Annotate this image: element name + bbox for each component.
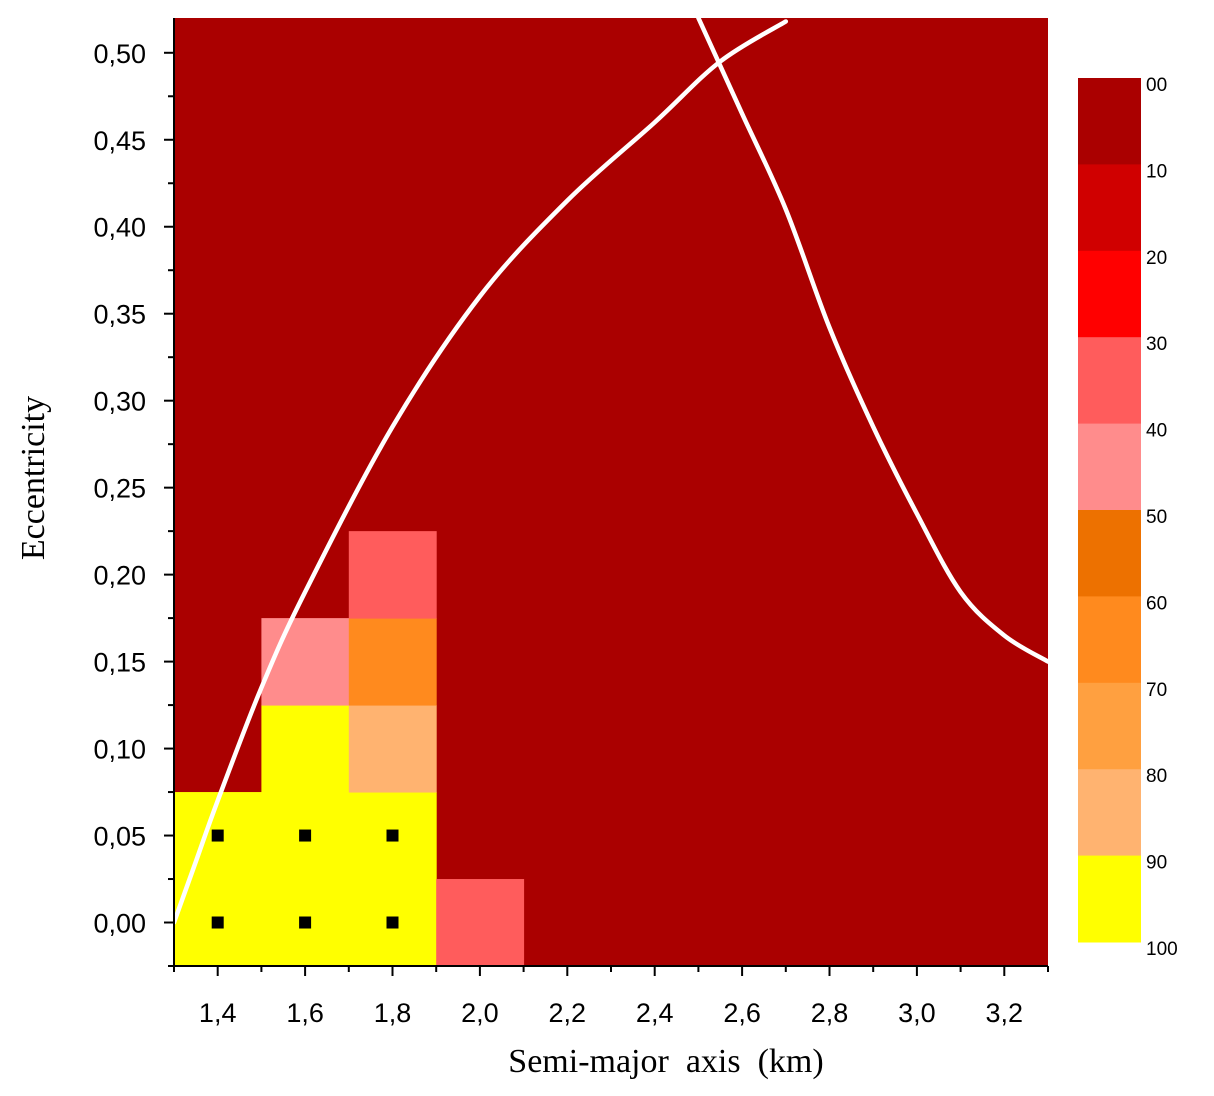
colorbar-segment	[1078, 337, 1141, 425]
x-tick-label: 1,6	[286, 998, 324, 1028]
colorbar-label: 00	[1146, 75, 1167, 96]
colorbar-segment	[1078, 423, 1141, 511]
y-tick-label: 0,25	[93, 474, 146, 504]
x-tick-label: 2,6	[723, 998, 761, 1028]
y-tick-label: 0,35	[93, 300, 146, 330]
data-point-marker	[299, 829, 312, 842]
y-tick-label: 0,45	[93, 126, 146, 156]
colorbar-label: 10	[1146, 161, 1167, 182]
colorbar-segment	[1078, 510, 1141, 597]
colorbar-segment	[1078, 250, 1141, 338]
colorbar-label: 50	[1146, 507, 1167, 528]
colorbar-label: 90	[1146, 853, 1167, 874]
y-tick-label: 0,50	[93, 39, 146, 69]
heatmap-cell	[348, 618, 437, 706]
y-tick-label: 0,10	[93, 735, 146, 765]
heatmap-cell	[261, 618, 350, 706]
axes: 1,4 1,6 1,8 2,0 2,2 2,4 2,6 2,8 3,0 3,2 0,00 0,05 0,…	[93, 18, 1049, 1028]
colorbar-segment	[1078, 78, 1141, 165]
colorbar-label: 30	[1146, 334, 1167, 355]
y-tick-label: 0,00	[93, 909, 146, 939]
data-point-marker	[386, 916, 399, 929]
colorbar-segment	[1078, 769, 1141, 857]
colorbar-label: 40	[1146, 421, 1167, 442]
colorbar: 00 10 20 30 40 50 60 70 80 90 100	[1078, 75, 1178, 960]
colorbar-label: 20	[1146, 248, 1167, 269]
x-tick-label: 2,4	[636, 998, 674, 1028]
heatmap-cell	[348, 531, 437, 619]
x-tick-label: 1,8	[374, 998, 412, 1028]
x-tick-label: 2,2	[549, 998, 587, 1028]
x-tick-label: 2,0	[461, 998, 499, 1028]
colorbar-segment	[1078, 164, 1141, 252]
y-tick-label: 0,20	[93, 561, 146, 591]
boundary-curve	[174, 19, 789, 925]
boundary-curve	[696, 18, 1048, 664]
data-point-marker	[211, 916, 224, 929]
heatmap-cell	[436, 879, 525, 967]
x-tick-label: 3,2	[986, 998, 1024, 1028]
colorbar-label: 70	[1146, 680, 1167, 701]
data-point-marker	[211, 829, 224, 842]
x-tick-label: 1,4	[199, 998, 237, 1028]
x-tick-label: 3,0	[898, 998, 936, 1028]
x-tick-label: 2,8	[811, 998, 849, 1028]
x-axis-title: Semi-major axis (km)	[508, 1043, 823, 1080]
y-tick-label: 0,05	[93, 822, 146, 852]
colorbar-segment	[1078, 596, 1141, 684]
heatmap-cell	[348, 705, 437, 793]
y-tick-label: 0,40	[93, 213, 146, 243]
colorbar-segment	[1078, 682, 1141, 770]
y-tick-label: 0,15	[93, 648, 146, 678]
y-tick-label: 0,30	[93, 387, 146, 417]
data-point-marker	[386, 829, 399, 842]
heatmap-cell	[261, 705, 350, 793]
colorbar-label: 100	[1146, 939, 1178, 960]
data-point-marker	[299, 916, 312, 929]
colorbar-label: 80	[1146, 766, 1167, 787]
y-axis-title: Eccentricity	[15, 396, 52, 560]
colorbar-label: 60	[1146, 593, 1167, 614]
colorbar-segment	[1078, 855, 1141, 943]
plot-area	[174, 18, 1048, 967]
